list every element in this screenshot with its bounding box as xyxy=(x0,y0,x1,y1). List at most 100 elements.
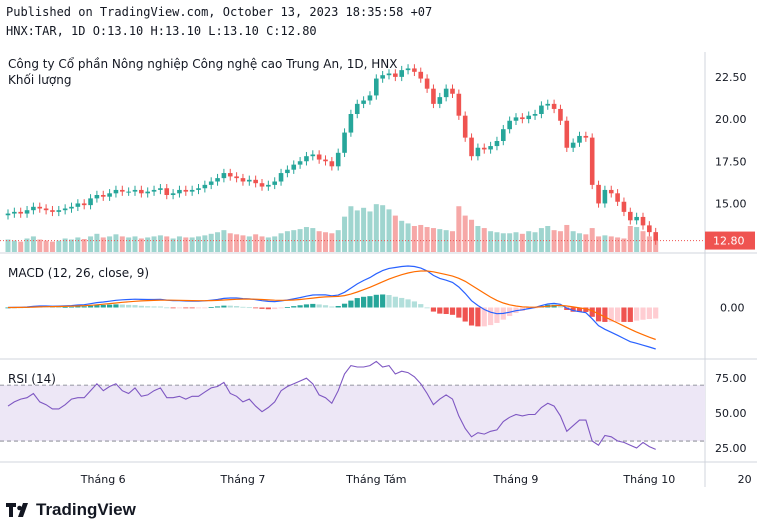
macd-histogram-bar xyxy=(488,307,494,326)
rsi-tick-label: 25.00 xyxy=(715,442,747,455)
volume-bar xyxy=(11,240,17,252)
macd-histogram-bar xyxy=(214,306,221,308)
volume-bar xyxy=(545,226,551,252)
volume-bar xyxy=(202,235,208,252)
volume-bar xyxy=(94,233,100,252)
candle-body xyxy=(24,210,30,214)
volume-bar xyxy=(570,231,576,252)
macd-histogram-bar xyxy=(494,307,500,323)
macd-layer xyxy=(5,265,659,350)
brand-name: TradingView xyxy=(36,500,136,519)
chart-svg[interactable]: 22.50 20.00 17.50 15.00 12.80 0.00 75.00 50.00 2… xyxy=(0,52,757,492)
price-tick-label: 17.50 xyxy=(715,155,747,168)
macd-histogram-bar xyxy=(265,307,271,310)
macd-histogram-bar xyxy=(132,305,138,308)
macd-histogram-bar xyxy=(615,307,621,322)
candle-body xyxy=(75,203,81,207)
macd-histogram-bar xyxy=(316,304,322,308)
volume-bar xyxy=(24,238,30,252)
volume-bar xyxy=(119,236,125,252)
volume-label: Khối lượng xyxy=(8,73,71,87)
candle-body xyxy=(608,189,614,194)
macd-histogram-bar xyxy=(100,304,106,308)
candle-body xyxy=(621,201,627,212)
candle-body xyxy=(259,183,265,187)
macd-histogram-bar xyxy=(557,306,564,308)
volume-bar xyxy=(272,236,278,252)
macd-histogram-bar xyxy=(240,306,246,308)
macd-histogram-bar xyxy=(583,307,589,312)
volume-bar xyxy=(88,236,94,252)
volume-bar xyxy=(405,223,411,252)
volume-bar xyxy=(386,209,392,252)
chart-frame[interactable]: 22.50 20.00 17.50 15.00 12.80 0.00 75.00 50.00 2… xyxy=(0,52,757,492)
volume-bar xyxy=(469,219,475,252)
ohlc-line: HNX:TAR, 1D O:13.10 H:13.10 L:13.10 C:12… xyxy=(6,24,317,38)
price-tick-label: 15.00 xyxy=(715,197,747,210)
volume-bar xyxy=(551,230,557,252)
rsi-pane-title: RSI (14) xyxy=(8,372,56,386)
candle-body xyxy=(291,164,297,170)
volume-bar xyxy=(557,231,563,252)
candle-body xyxy=(189,189,195,192)
tradingview-footer[interactable]: TradingView xyxy=(6,500,136,520)
candle-body xyxy=(583,135,589,138)
candle-body xyxy=(145,191,150,194)
rsi-tick-label: 50.00 xyxy=(715,407,747,420)
macd-histogram-bar xyxy=(399,297,405,308)
candle-body xyxy=(234,176,239,179)
time-tick-label: Tháng Tám xyxy=(345,473,406,486)
macd-histogram-bar xyxy=(329,306,335,308)
candle-body xyxy=(380,75,385,79)
candle-body xyxy=(431,88,436,104)
macd-histogram-bar xyxy=(49,306,56,308)
candle-body xyxy=(18,211,23,214)
candle-body xyxy=(304,156,309,162)
volume-bar xyxy=(627,226,633,252)
macd-histogram-bar xyxy=(468,307,475,326)
published-line: Published on TradingView.com, October 13… xyxy=(6,5,433,19)
candle-body xyxy=(501,129,506,141)
macd-histogram-bar xyxy=(272,307,278,310)
candle-body xyxy=(107,193,112,197)
volume-bar xyxy=(450,231,455,252)
volume-bar xyxy=(608,236,614,252)
volume-bar xyxy=(132,236,138,252)
candle-body xyxy=(100,195,106,197)
macd-histogram-bar xyxy=(253,307,259,309)
candle-layer xyxy=(5,64,658,245)
macd-histogram-bar xyxy=(189,307,195,309)
candle-body xyxy=(647,225,652,233)
macd-histogram-bar xyxy=(107,304,113,308)
volume-bar xyxy=(373,204,379,252)
macd-histogram-bar xyxy=(443,307,449,315)
volume-bar xyxy=(564,224,570,252)
volume-bar xyxy=(291,230,297,252)
time-tick-label: Tháng 10 xyxy=(622,473,675,486)
volume-bar xyxy=(437,229,443,252)
candle-body xyxy=(342,132,347,153)
volume-bar xyxy=(221,230,227,252)
macd-histogram-bar xyxy=(183,307,189,309)
volume-bar xyxy=(640,231,646,252)
macd-histogram-bar xyxy=(75,306,81,308)
volume-bar xyxy=(43,240,49,252)
candle-body xyxy=(405,68,411,71)
candle-body xyxy=(266,184,271,187)
volume-bar xyxy=(513,232,519,252)
macd-histogram-bar xyxy=(411,301,417,308)
macd-histogram-bar xyxy=(119,304,125,308)
candle-body xyxy=(183,189,189,192)
candle-body xyxy=(221,173,227,179)
volume-bar xyxy=(348,206,354,252)
macd-pane-title: MACD (12, 26, close, 9) xyxy=(8,266,149,280)
candle-body xyxy=(253,179,258,184)
volume-bar xyxy=(481,228,487,252)
candle-body xyxy=(634,216,639,221)
macd-histogram-bar xyxy=(176,307,183,309)
candle-body xyxy=(120,189,125,192)
macd-histogram-bar xyxy=(424,307,430,309)
macd-histogram-bar xyxy=(576,307,583,312)
volume-bar xyxy=(310,228,316,252)
volume-bar xyxy=(170,238,176,252)
